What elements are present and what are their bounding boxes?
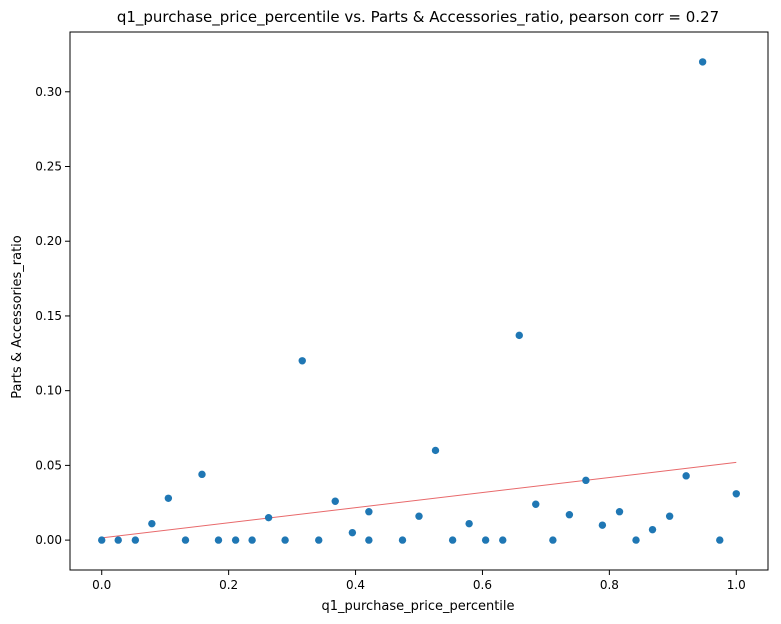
x-tick-label: 0.8 [600,578,619,592]
data-point [648,525,657,534]
plot-frame [69,31,769,571]
data-point [716,536,724,544]
data-point [315,536,323,544]
data-point [481,536,490,544]
data-point [348,528,357,537]
data-point [615,508,624,516]
data-point [732,490,740,498]
data-point [331,497,339,505]
y-tick-label: 0.10 [35,384,62,398]
data-point [164,494,173,502]
y-tick-label: 0.20 [35,234,62,248]
data-point [298,357,306,365]
y-tick-label: 0.15 [35,309,62,323]
data-point [465,519,473,528]
data-point [398,536,407,544]
data-point [532,500,540,508]
plot-area [69,31,769,571]
data-point [365,536,373,544]
data-point [98,536,106,544]
x-tick-label: 0.6 [473,578,492,592]
x-tick-label: 1.0 [727,578,746,592]
data-point [231,536,240,544]
data-point [632,536,640,544]
data-point [598,521,607,529]
data-point [565,511,574,519]
data-point [114,536,122,544]
data-point [181,536,190,544]
chart-title: q1_purchase_price_percentile vs. Parts &… [117,8,719,27]
y-tick-label: 0.25 [35,160,62,174]
data-point [131,536,140,544]
x-axis-ticks: 0.0 0.2 0.4 0.6 0.8 1.0 [92,570,746,592]
data-point [682,472,690,480]
data-point [431,446,440,455]
data-point [198,470,206,479]
data-point [248,536,256,544]
data-point [448,536,457,544]
data-point [549,536,557,544]
y-axis-label: Parts & Accessories_ratio [10,235,25,399]
data-point [365,508,373,516]
data-point [148,519,156,528]
data-point [665,512,674,520]
data-point [281,536,289,544]
x-tick-label: 0.2 [219,578,238,592]
trend-line [101,461,737,539]
x-axis-label: q1_purchase_price_percentile [321,599,514,614]
x-tick-label: 0.4 [346,578,365,592]
data-point [499,536,507,544]
data-point [264,513,273,522]
data-point [698,58,707,66]
y-axis-ticks: 0.00 0.05 0.10 0.15 0.20 0.25 0.30 [35,85,70,547]
data-point [214,536,223,544]
y-tick-label: 0.00 [35,533,62,547]
y-tick-label: 0.05 [35,458,62,472]
data-point [582,476,590,485]
data-point [515,331,523,340]
data-point [415,512,423,520]
y-tick-label: 0.30 [35,85,62,99]
x-tick-label: 0.0 [92,578,111,592]
